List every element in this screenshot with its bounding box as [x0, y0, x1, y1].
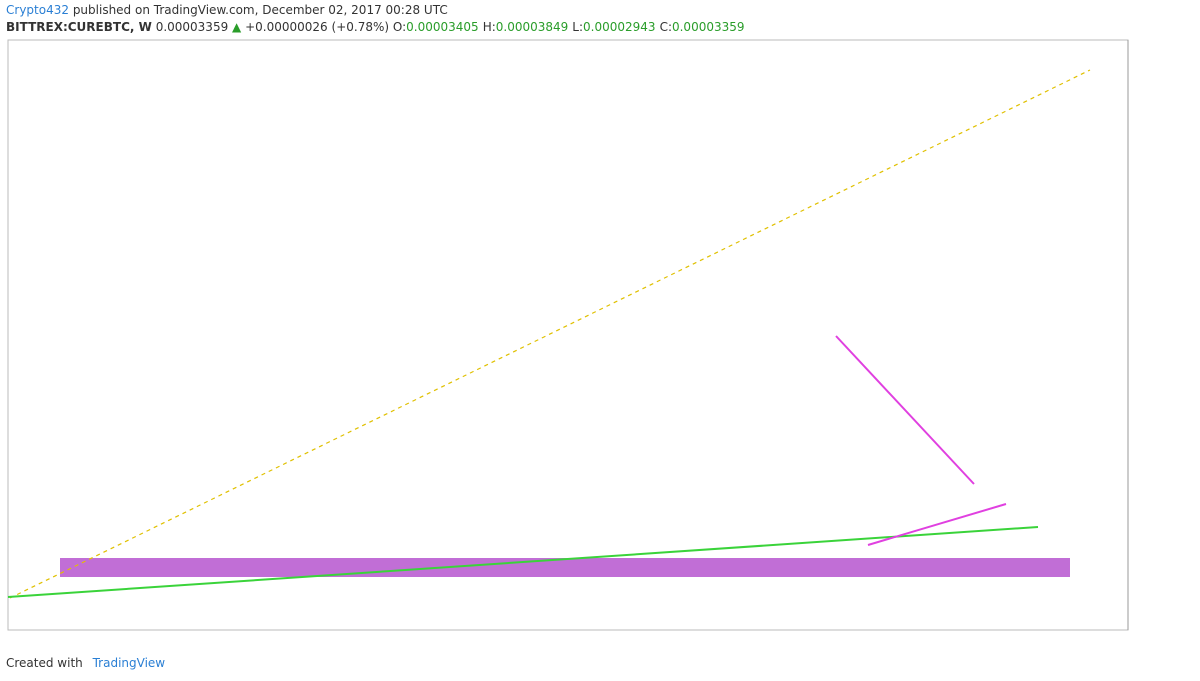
fib-trendline [9, 69, 1091, 599]
author[interactable]: Crypto432 [6, 3, 69, 17]
ohlc-value: 0.00002943 [583, 20, 656, 34]
ohlc-label: C: [659, 20, 672, 34]
footer: Created with TradingView [6, 656, 165, 670]
ohlc-value: 0.00003405 [406, 20, 479, 34]
symbol: BITTREX:CUREBTC, W [6, 20, 152, 34]
symbol-line: BITTREX:CUREBTC, W 0.00003359 ▲ +0.00000… [6, 20, 749, 34]
brand[interactable]: TradingView [92, 656, 166, 670]
header-line: Crypto432 published on TradingView.com, … [6, 3, 448, 17]
resistance-trendline [835, 335, 975, 485]
last-price: 0.00003359 [155, 20, 229, 34]
support-zone [60, 558, 1070, 577]
ohlc-label: L: [572, 20, 584, 34]
ohlc-label: H: [482, 20, 496, 34]
wedge-trendline [867, 503, 1007, 546]
ohlc-value: 0.00003359 [671, 20, 745, 34]
arrow: ▲ [232, 20, 242, 34]
chart [7, 39, 1129, 631]
created-with: Created with [6, 656, 83, 670]
published: published on TradingView.com, December 0… [72, 3, 448, 17]
ohlc: O:0.00003405 H:0.00003849 L:0.00002943 C:0.… [393, 20, 749, 34]
ohlc-label: O: [392, 20, 407, 34]
ohlc-value: 0.00003849 [495, 20, 569, 34]
support-trendline [7, 526, 1039, 598]
plot-area [7, 39, 1129, 631]
change: +0.00000026 (+0.78%) [245, 20, 390, 34]
